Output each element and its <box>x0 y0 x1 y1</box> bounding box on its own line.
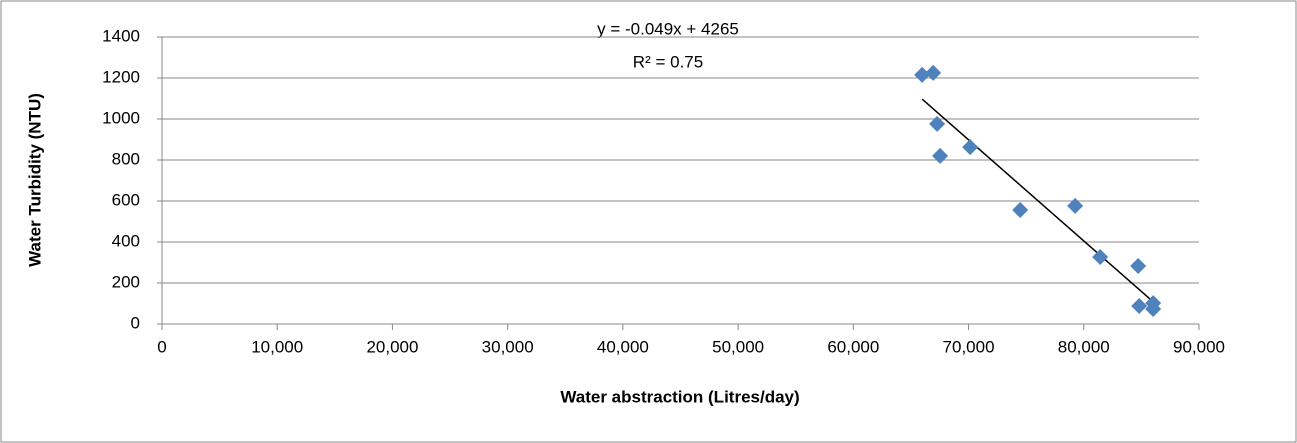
data-point <box>1130 257 1147 274</box>
y-axis-title: Water Turbidity (NTU) <box>25 93 44 267</box>
y-tick-label: 400 <box>112 231 140 250</box>
data-point <box>1092 248 1109 265</box>
data-point <box>1145 301 1162 318</box>
x-tick-label: 80,000 <box>1058 337 1110 356</box>
data-point <box>1131 297 1148 314</box>
x-tick-label: 50,000 <box>712 337 764 356</box>
trendline-equation: y = -0.049x + 4265 <box>597 19 739 38</box>
trendline <box>921 98 1154 303</box>
y-tick-label: 200 <box>112 272 140 291</box>
y-tick-label: 0 <box>131 313 140 332</box>
data-point <box>925 64 942 81</box>
x-tick-label: 70,000 <box>943 337 995 356</box>
data-point <box>1012 202 1029 219</box>
data-point <box>914 66 931 83</box>
data-point <box>932 147 949 164</box>
data-point <box>929 115 946 132</box>
x-tick-label: 20,000 <box>366 337 418 356</box>
x-tick-label: 40,000 <box>597 337 649 356</box>
data-point <box>1067 197 1084 214</box>
x-axis-title: Water abstraction (Litres/day) <box>560 387 799 406</box>
x-tick-label: 90,000 <box>1173 337 1225 356</box>
y-tick-label: 600 <box>112 190 140 209</box>
x-tick-label: 30,000 <box>482 337 534 356</box>
y-tick-label: 1000 <box>102 108 140 127</box>
y-tick-label: 1200 <box>102 67 140 86</box>
x-tick-label: 0 <box>157 337 166 356</box>
y-tick-label: 800 <box>112 149 140 168</box>
x-tick-label: 10,000 <box>251 337 303 356</box>
r-squared: R² = 0.75 <box>633 52 703 71</box>
data-point <box>962 139 979 156</box>
x-tick-label: 60,000 <box>827 337 879 356</box>
y-tick-label: 1400 <box>102 26 140 45</box>
